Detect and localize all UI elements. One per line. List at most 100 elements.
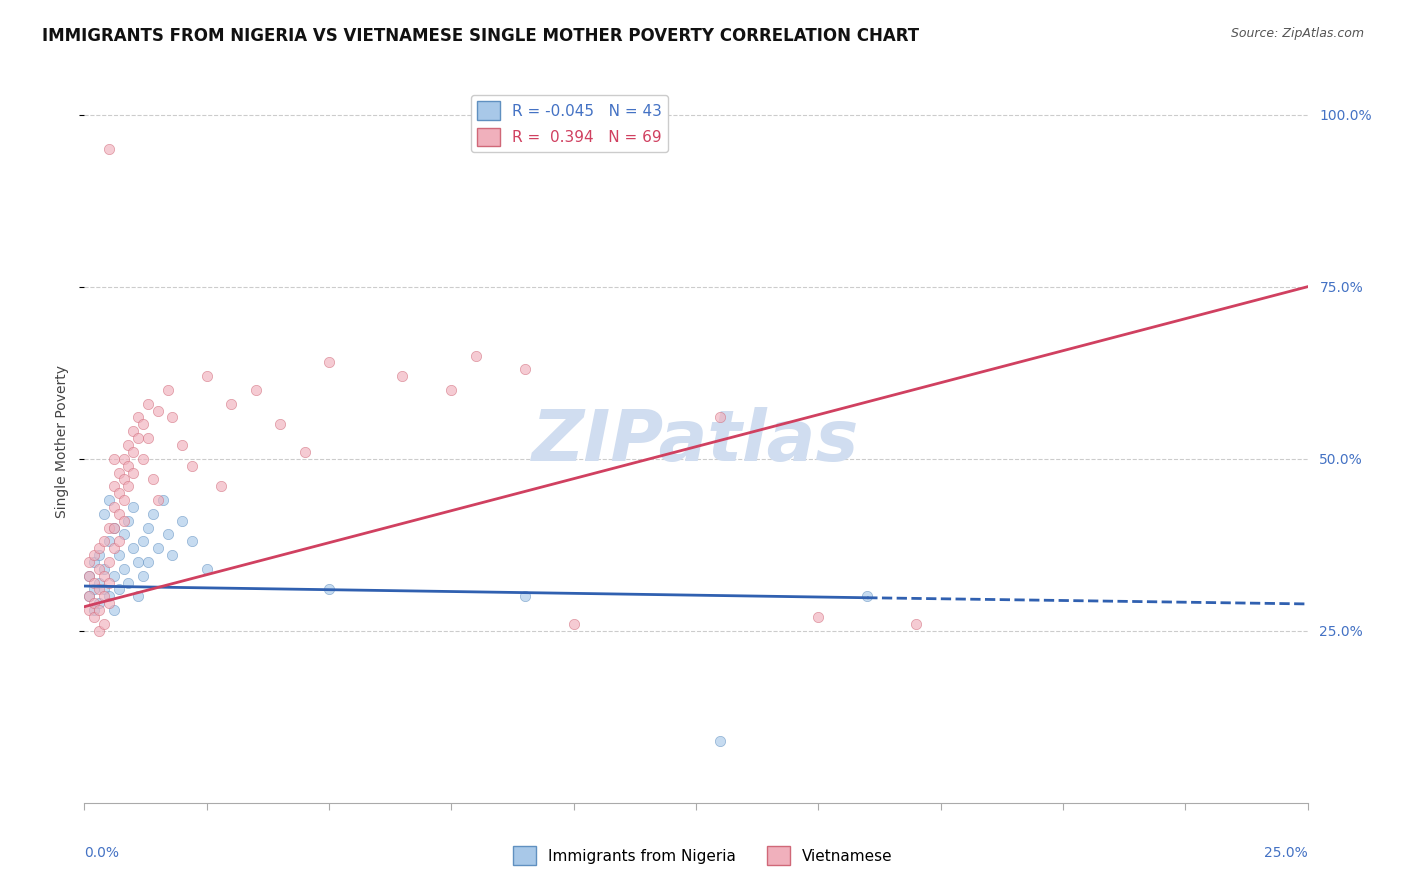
Point xyxy=(112,451,135,466)
Point xyxy=(219,397,242,411)
Text: ZIPatlas: ZIPatlas xyxy=(533,407,859,476)
Point xyxy=(87,624,110,638)
Point xyxy=(83,548,105,562)
Text: 0.0%: 0.0% xyxy=(84,847,120,860)
Point xyxy=(209,479,232,493)
Point xyxy=(103,479,125,493)
Point xyxy=(709,410,731,425)
Y-axis label: Single Mother Poverty: Single Mother Poverty xyxy=(55,365,69,518)
Point xyxy=(117,514,139,528)
Point xyxy=(391,369,413,384)
Point xyxy=(83,603,105,617)
Point xyxy=(156,527,179,541)
Point xyxy=(83,596,105,610)
Point xyxy=(103,520,125,534)
Point xyxy=(107,486,129,500)
Point xyxy=(181,534,204,549)
Point xyxy=(709,734,731,748)
Point xyxy=(146,403,169,417)
Point xyxy=(112,493,135,508)
Point xyxy=(93,507,115,521)
Point xyxy=(87,575,110,590)
Point xyxy=(136,431,159,445)
Point xyxy=(122,445,145,459)
Point xyxy=(136,555,159,569)
Point xyxy=(77,555,100,569)
Point xyxy=(87,548,110,562)
Point xyxy=(112,514,135,528)
Point xyxy=(103,500,125,514)
Point xyxy=(83,555,105,569)
Point xyxy=(97,534,120,549)
Text: 25.0%: 25.0% xyxy=(1264,847,1308,860)
Point xyxy=(146,493,169,508)
Legend: Immigrants from Nigeria, Vietnamese: Immigrants from Nigeria, Vietnamese xyxy=(508,840,898,871)
Point xyxy=(83,582,105,597)
Point xyxy=(112,562,135,576)
Point xyxy=(122,500,145,514)
Point xyxy=(87,562,110,576)
Point xyxy=(103,541,125,556)
Point xyxy=(245,383,267,397)
Point xyxy=(103,520,125,534)
Point xyxy=(93,582,115,597)
Text: IMMIGRANTS FROM NIGERIA VS VIETNAMESE SINGLE MOTHER POVERTY CORRELATION CHART: IMMIGRANTS FROM NIGERIA VS VIETNAMESE SI… xyxy=(42,27,920,45)
Point xyxy=(318,355,340,369)
Point xyxy=(107,507,129,521)
Point xyxy=(97,555,120,569)
Point xyxy=(93,568,115,582)
Point xyxy=(87,603,110,617)
Point xyxy=(905,616,928,631)
Point xyxy=(513,590,536,604)
Point xyxy=(856,590,879,604)
Point xyxy=(103,568,125,582)
Point xyxy=(77,603,100,617)
Point xyxy=(136,520,159,534)
Point xyxy=(294,445,316,459)
Point xyxy=(318,582,340,597)
Point xyxy=(107,466,129,480)
Point xyxy=(152,493,174,508)
Point xyxy=(77,568,100,582)
Point xyxy=(156,383,179,397)
Point xyxy=(97,575,120,590)
Point xyxy=(107,534,129,549)
Point xyxy=(87,582,110,597)
Point xyxy=(97,596,120,610)
Point xyxy=(146,541,169,556)
Point xyxy=(172,514,194,528)
Point xyxy=(107,582,129,597)
Point xyxy=(807,610,830,624)
Point xyxy=(440,383,463,397)
Text: Source: ZipAtlas.com: Source: ZipAtlas.com xyxy=(1230,27,1364,40)
Point xyxy=(93,534,115,549)
Point xyxy=(127,555,149,569)
Point xyxy=(117,479,139,493)
Point xyxy=(132,534,155,549)
Point xyxy=(97,142,120,156)
Point xyxy=(127,431,149,445)
Point xyxy=(269,417,291,432)
Point xyxy=(464,349,486,363)
Point xyxy=(97,520,120,534)
Point xyxy=(93,590,115,604)
Point xyxy=(103,603,125,617)
Point xyxy=(122,424,145,438)
Point xyxy=(87,596,110,610)
Point xyxy=(103,451,125,466)
Point xyxy=(195,562,218,576)
Point xyxy=(112,527,135,541)
Point xyxy=(172,438,194,452)
Point xyxy=(132,568,155,582)
Point xyxy=(93,616,115,631)
Point xyxy=(83,610,105,624)
Point xyxy=(142,507,165,521)
Point xyxy=(513,362,536,376)
Point xyxy=(117,575,139,590)
Point xyxy=(77,590,100,604)
Point xyxy=(122,541,145,556)
Point xyxy=(142,472,165,486)
Point xyxy=(562,616,585,631)
Point xyxy=(117,438,139,452)
Point xyxy=(87,541,110,556)
